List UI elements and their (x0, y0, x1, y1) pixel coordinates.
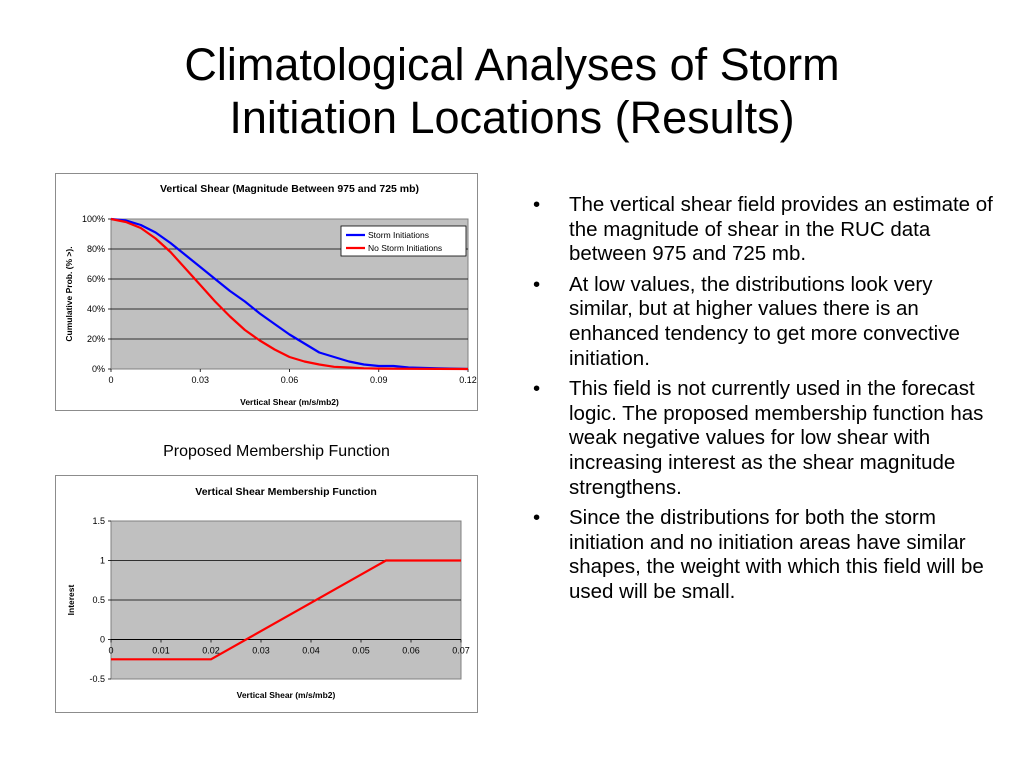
bullet-text: At low values, the distributions look ve… (569, 272, 960, 370)
cumulative-probability-chart: Vertical Shear (Magnitude Between 975 an… (55, 173, 478, 411)
x-tick-label: 0.04 (302, 646, 320, 656)
x-tick-label: 0.12 (459, 375, 477, 385)
series-line (110, 217, 469, 371)
x-tick-label: 0.03 (252, 646, 270, 656)
x-tick-label: 0.02 (202, 646, 220, 656)
bullet-marker: • (533, 377, 541, 401)
bullet-text: The vertical shear field provides an est… (569, 193, 993, 266)
membership-function-chart-svg: Vertical Shear Membership Function-0.500… (66, 486, 470, 700)
bullet-marker: • (533, 506, 541, 530)
legend-label: No Storm Initiations (368, 243, 442, 253)
bullet-text: Since the distributions for both the sto… (569, 506, 984, 603)
cumulative-probability-chart-svg: Vertical Shear (Magnitude Between 975 an… (64, 183, 477, 407)
bullet-list: • The vertical shear field provides an es… (533, 193, 993, 611)
x-axis-label: Vertical Shear (m/s/mb2) (237, 690, 336, 700)
y-tick-label: -0.5 (89, 674, 105, 684)
bullet-text: This field is not currently used in the … (569, 377, 984, 499)
y-tick-label: 40% (87, 304, 105, 314)
y-tick-label: 0% (92, 364, 105, 374)
y-tick-label: 20% (87, 334, 105, 344)
x-axis-label: Vertical Shear (m/s/mb2) (240, 397, 339, 407)
x-tick-label: 0.05 (352, 646, 370, 656)
legend-label: Storm Initiations (368, 230, 429, 240)
bullet-item: • The vertical shear field provides an es… (533, 193, 993, 267)
y-tick-label: 80% (87, 244, 105, 254)
x-tick-label: 0.01 (152, 646, 170, 656)
x-tick-label: 0.06 (402, 646, 420, 656)
x-tick-label: 0.07 (452, 646, 470, 656)
membership-function-chart: Vertical Shear Membership Function -0.5 0 0… (55, 475, 478, 713)
bullet-marker: • (533, 193, 541, 216)
x-tick-label: 0.09 (370, 375, 388, 385)
y-tick-label: 1.5 (92, 516, 105, 526)
x-tick-label: 0.03 (191, 375, 209, 385)
title-line-1: Climatological Analyses of Storm (184, 39, 840, 90)
y-axis-label: Cumulative Prob. (% >). (64, 246, 74, 341)
title-line-2: Initiation Locations (Results) (229, 92, 795, 143)
chart-title: Vertical Shear (Magnitude Between 975 an… (160, 183, 419, 195)
legend-box (340, 225, 467, 257)
x-tick-label: 0.06 (281, 375, 299, 385)
y-tick-label: 0.5 (92, 595, 105, 605)
chart-title: Vertical Shear Membership Function (195, 486, 376, 498)
y-axis-label: Interest (66, 584, 76, 615)
series-line (111, 559, 461, 661)
x-tick-label: 0 (108, 646, 113, 656)
slide-title: Climatological Analyses of Storm Initiat… (0, 38, 1024, 144)
y-tick-label: 60% (87, 274, 105, 284)
bullet-item: • At low values, the distributions look v… (533, 273, 993, 371)
y-tick-label: 1 (100, 556, 105, 566)
bullet-item: • Since the distributions for both the st… (533, 506, 993, 604)
series-line (110, 217, 469, 371)
bullet-item: • This field is not currently used in the… (533, 377, 993, 500)
membership-caption: Proposed Membership Function (163, 443, 390, 460)
y-tick-label: 100% (82, 214, 105, 224)
y-tick-label: 0 (100, 635, 105, 645)
bullet-marker: • (533, 272, 541, 296)
x-tick-label: 0 (108, 375, 113, 385)
